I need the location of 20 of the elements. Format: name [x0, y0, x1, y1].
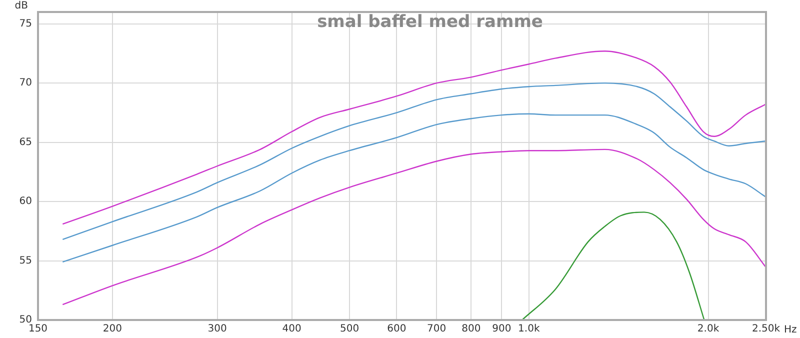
chart-title: smal baffel med ramme	[317, 12, 543, 32]
x-tick-label: 700	[427, 324, 446, 335]
x-axis-title: Hz	[784, 324, 797, 336]
x-tick-label: 800	[462, 324, 481, 335]
x-tick-label: 150	[28, 324, 48, 335]
x-tick-label: 1.0k	[518, 324, 540, 335]
x-tick-label: 500	[340, 324, 360, 335]
x-tick-label: 600	[387, 324, 406, 335]
x-tick-label: 200	[102, 324, 122, 335]
y-tick-label: 75	[19, 18, 32, 30]
y-tick-label: 70	[19, 78, 32, 89]
x-tick-label: 300	[208, 324, 227, 335]
x-tick-label: 2.50k	[752, 324, 780, 335]
y-axis-title: dB	[14, 0, 28, 12]
x-tick-label: 900	[492, 324, 512, 335]
y-tick-label: 65	[19, 136, 32, 148]
x-tick-label: 400	[282, 324, 302, 335]
y-tick-label: 55	[19, 255, 32, 266]
x-tick-label: 2.0k	[697, 324, 720, 335]
y-tick-label: 60	[19, 196, 32, 208]
